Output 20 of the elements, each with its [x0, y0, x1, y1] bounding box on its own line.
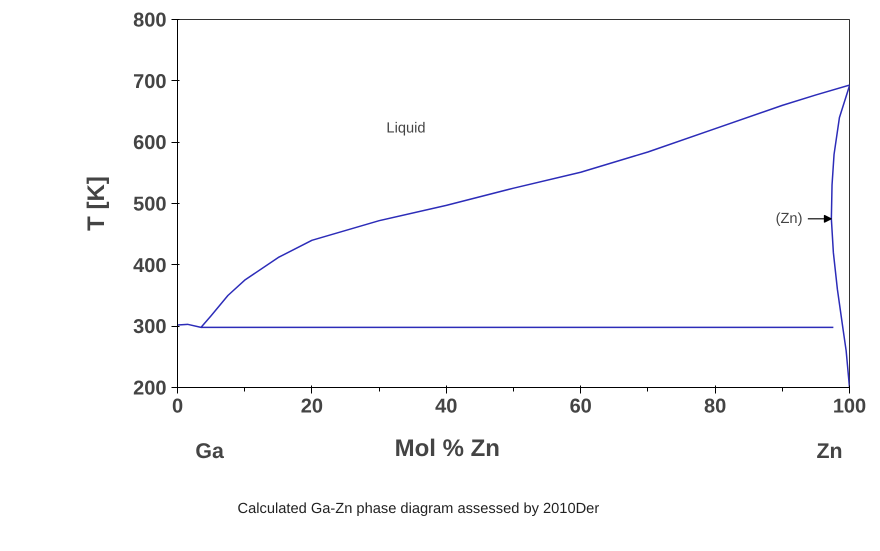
text: Calculated Ga-Zn phase diagram assessed by 2010Der: [238, 501, 600, 518]
y-tick-label: 800: [133, 10, 167, 32]
annotation: (Zn): [776, 210, 802, 227]
annotation: Liquid: [386, 120, 426, 137]
text: Zn: [816, 439, 843, 464]
x-tick-label: 40: [435, 396, 458, 418]
y-tick-label: 300: [133, 316, 167, 338]
y-tick-label: 600: [133, 132, 167, 154]
x-tick-label: 0: [172, 396, 184, 418]
x-tick-label: 80: [704, 396, 726, 418]
x-tick-label: 100: [832, 396, 866, 418]
y-tick-label: 400: [133, 254, 167, 277]
y-tick-label: 500: [133, 194, 167, 216]
x-tick-label: 20: [300, 396, 324, 418]
y-axis-title: T [K]: [83, 176, 110, 231]
y-tick-label: 200: [133, 378, 167, 400]
x-axis-title: Mol % Zn: [394, 435, 500, 462]
text: Ga: [195, 439, 224, 464]
y-tick-label: 700: [133, 70, 167, 93]
x-tick-label: 60: [570, 396, 592, 418]
